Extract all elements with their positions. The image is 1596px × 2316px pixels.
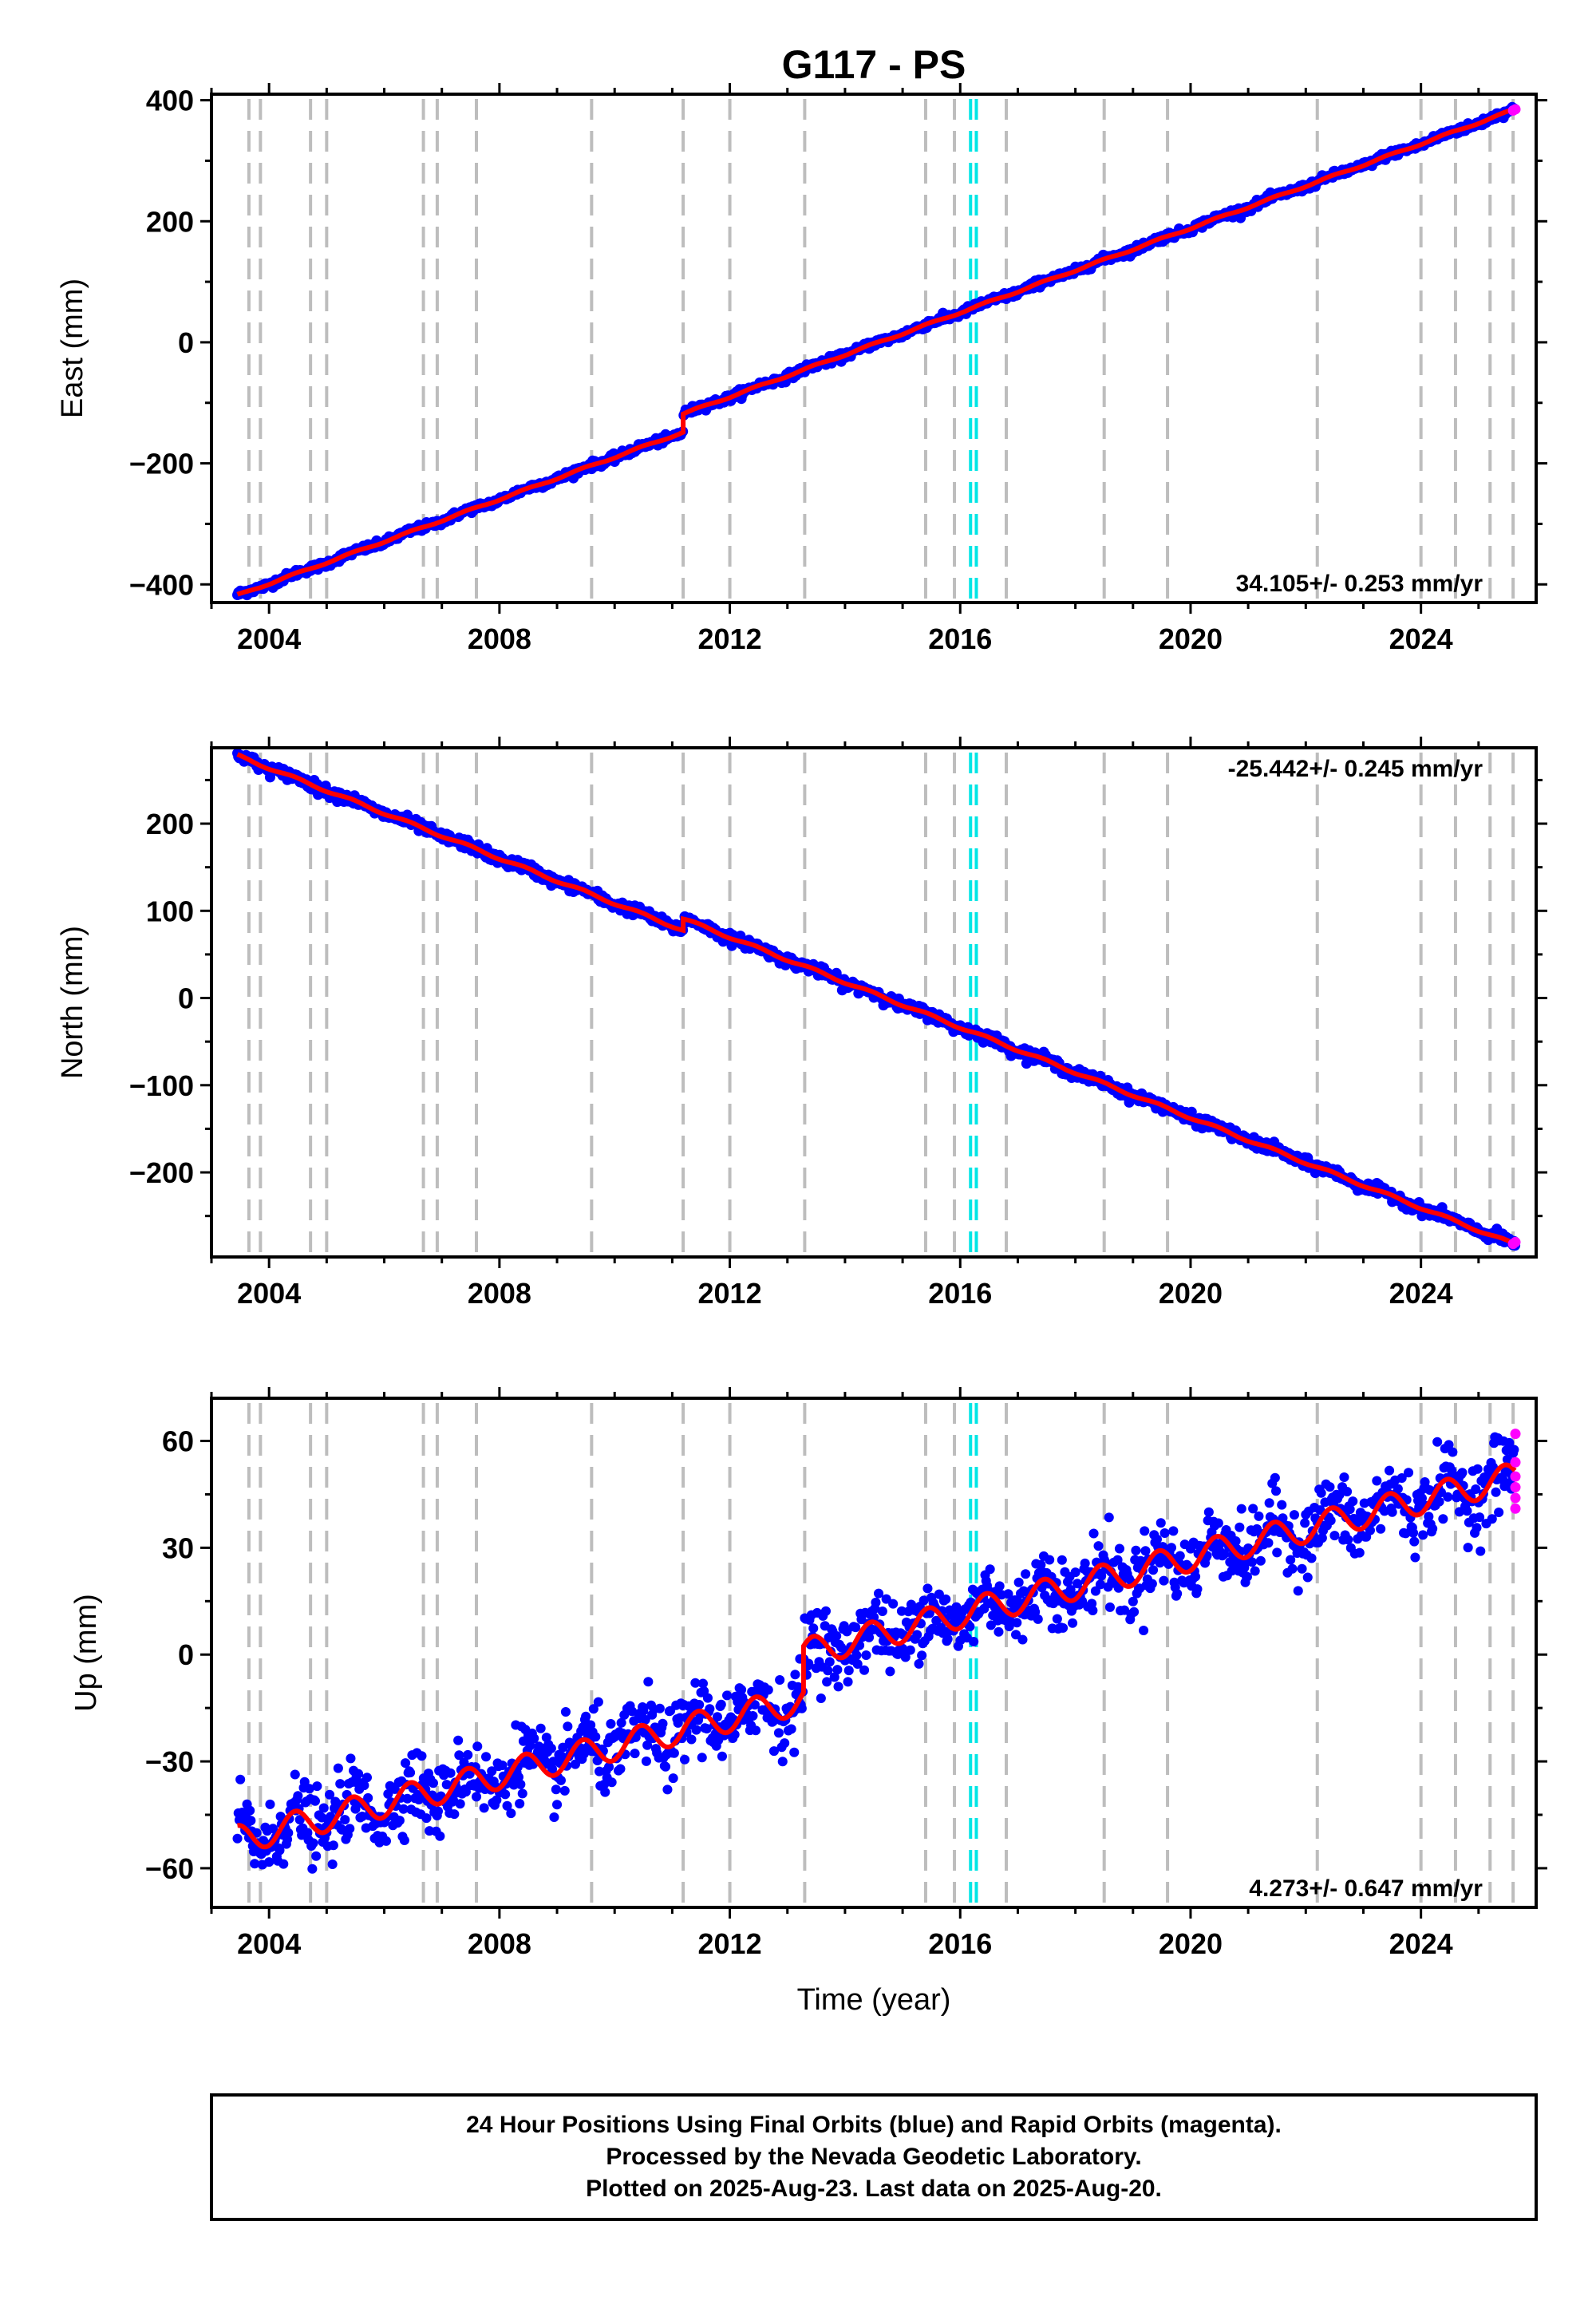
east-panel: 2004 2008 2012 2016 2020 2024 −400 −200 0 200 400 E…: [56, 83, 1547, 655]
y-tick-label: 100: [146, 895, 194, 927]
x-tick-label: 2016: [928, 622, 992, 655]
model-fit-line: [237, 1462, 1517, 1850]
x-tick-label: 2020: [1159, 622, 1223, 655]
y-tick-label: −400: [129, 568, 194, 601]
x-tick-label: 2024: [1389, 622, 1453, 655]
y-axis-label: Up (mm): [69, 1594, 103, 1712]
y-tick-label: −200: [129, 1156, 194, 1189]
x-tick-label: 2024: [1389, 1927, 1453, 1960]
plot-frame: [210, 1397, 1538, 1909]
x-tick-label: 2004: [237, 1277, 301, 1310]
x-tick-label: 2004: [237, 622, 301, 655]
x-tick-label: 2008: [468, 1277, 531, 1310]
x-axis-label: Time (year): [797, 1983, 951, 2017]
x-tick-label: 2012: [698, 622, 762, 655]
x-tick-label: 2008: [468, 1927, 531, 1960]
north-panel: 2004 2008 2012 2016 2020 2024 −200 −100 0 100 200 N…: [56, 737, 1547, 1310]
rapid-orbit-point: [1510, 1492, 1521, 1504]
y-tick-label: 0: [178, 982, 194, 1015]
y-tick-label: −30: [145, 1745, 194, 1778]
x-tick-label: 2012: [698, 1927, 762, 1960]
x-tick-label: 2008: [468, 622, 531, 655]
rapid-orbit-point: [1510, 1456, 1521, 1468]
y-tick-label: 0: [178, 326, 194, 359]
rapid-orbit-point: [1510, 1471, 1521, 1482]
final-orbit-scatter: [232, 748, 1521, 1251]
x-tick-label: 2016: [928, 1277, 992, 1310]
velocity-rate-label: -25.442+/- 0.245 mm/yr: [1228, 756, 1483, 782]
plot-frame: [210, 93, 1538, 604]
x-tick-label: 2016: [928, 1927, 992, 1960]
y-tick-label: −60: [145, 1852, 194, 1885]
y-tick-label: −200: [129, 448, 194, 480]
footer-box: 24 Hour Positions Using Final Orbits (bl…: [210, 2093, 1538, 2221]
model-fit-line: [236, 106, 1516, 597]
velocity-rate-label: 34.105+/- 0.253 mm/yr: [1236, 571, 1483, 597]
y-tick-label: −100: [129, 1069, 194, 1102]
x-tick-label: 2020: [1159, 1927, 1223, 1960]
y-tick-label: 0: [178, 1638, 194, 1671]
rapid-orbit-point: [1510, 1482, 1521, 1493]
footer-line-2: Processed by the Nevada Geodetic Laborat…: [606, 2144, 1141, 2170]
x-tick-label: 2012: [698, 1277, 762, 1310]
x-tick-label: 2004: [237, 1927, 301, 1960]
y-axis-label: East (mm): [56, 279, 89, 418]
up-panel: 2004 2008 2012 2016 2020 2024 −60 −30 0 30 60 Up (m…: [69, 1387, 1547, 1960]
x-tick-label: 2024: [1389, 1277, 1453, 1310]
final-orbit-points: [232, 748, 1521, 1251]
y-tick-label: 30: [162, 1531, 194, 1564]
model-fit-line: [236, 752, 1516, 1247]
y-tick-label: 200: [146, 808, 194, 840]
y-axis-label: North (mm): [56, 926, 89, 1079]
rapid-orbit-point: [1510, 1236, 1521, 1247]
final-orbit-points: [232, 1432, 1520, 1874]
footer-line-3: Plotted on 2025-Aug-23. Last data on 202…: [586, 2176, 1162, 2202]
final-orbit-scatter: [232, 1432, 1520, 1874]
velocity-rate-label: 4.273+/- 0.647 mm/yr: [1249, 1875, 1483, 1902]
x-tick-label: 2020: [1159, 1277, 1223, 1310]
plot-frame: [210, 746, 1538, 1259]
y-tick-label: 60: [162, 1425, 194, 1458]
footer-line-1: 24 Hour Positions Using Final Orbits (bl…: [466, 2112, 1282, 2138]
rapid-orbit-point: [1510, 1429, 1521, 1440]
rapid-orbit-point: [1510, 1503, 1521, 1514]
rapid-orbit-point: [1510, 104, 1521, 115]
footer-frame: [210, 2093, 1538, 2221]
y-tick-label: 200: [146, 205, 194, 238]
y-tick-label: 400: [146, 85, 194, 117]
chart-title: G117 - PS: [782, 42, 966, 87]
